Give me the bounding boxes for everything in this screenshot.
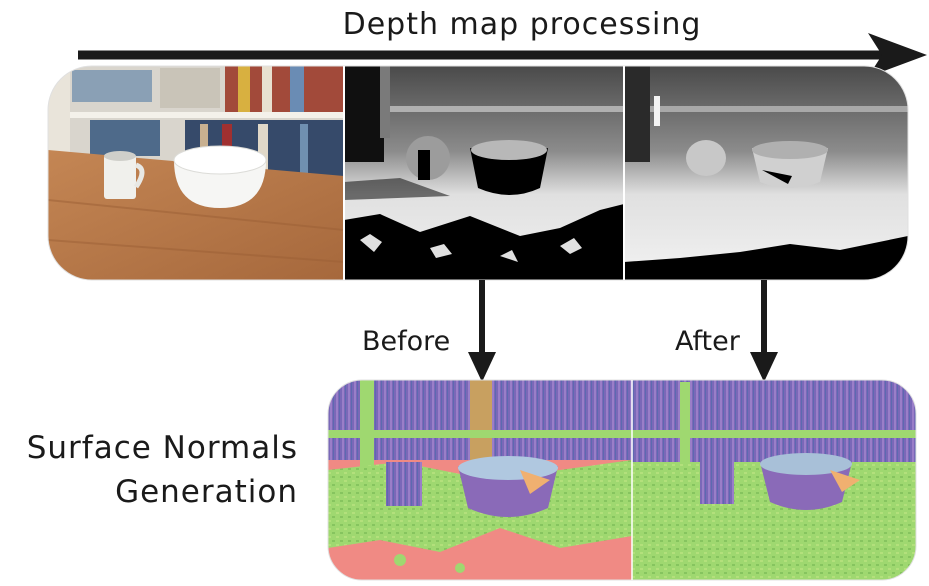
bottom-panel-strip — [328, 380, 916, 580]
figure-title: Depth map processing — [343, 7, 702, 42]
top-panel-strip — [48, 66, 908, 280]
raw-depth-map — [344, 66, 624, 280]
process-arrow — [78, 33, 927, 77]
after-arrow — [750, 280, 778, 382]
top-panel-frame — [47, 65, 909, 281]
before-label: Before — [362, 326, 450, 357]
before-arrow — [468, 280, 496, 382]
side-label-line1: Surface Normals — [27, 430, 298, 466]
side-label-line2: Generation — [115, 474, 298, 510]
normals-after — [632, 380, 916, 580]
after-label: After — [675, 326, 741, 357]
bottom-panel-frame — [327, 379, 917, 581]
mug-shape — [104, 155, 136, 199]
normals-before — [328, 380, 632, 580]
processed-depth-map — [624, 66, 908, 280]
rgb-photo — [48, 66, 345, 280]
